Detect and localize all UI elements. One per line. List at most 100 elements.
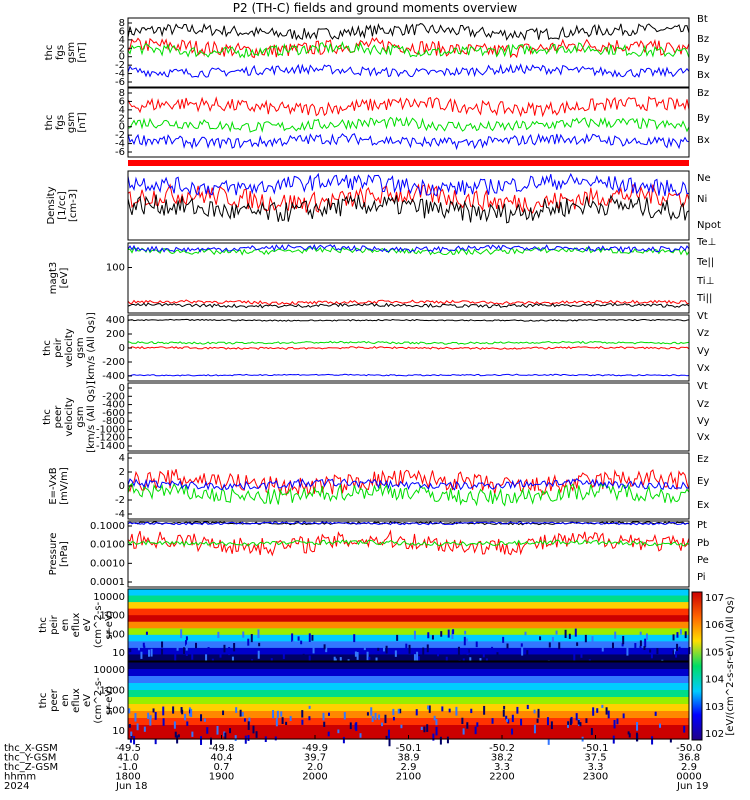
x-date-end: Jun 19: [676, 781, 709, 792]
series-line-Ez: [127, 469, 690, 497]
spectrogram-pixel: [426, 724, 429, 732]
y-tick-label: 0: [119, 122, 125, 133]
spectrogram-pixel: [435, 719, 438, 726]
y-axis-label: gsm: [75, 406, 86, 427]
spectrogram-pixel: [363, 645, 366, 651]
spectrogram-pixel: [302, 653, 305, 661]
spectrogram-pixel: [448, 708, 451, 713]
spectrogram-pixel: [592, 707, 595, 716]
spectrogram-pixel: [203, 718, 206, 722]
y-tick-label: 1000: [100, 685, 125, 696]
spectrogram-pixel: [574, 628, 577, 637]
spectrogram-pixel: [285, 721, 288, 725]
colorbar: [691, 591, 703, 741]
y-tick-label: 0: [119, 343, 125, 354]
colorbar-label: [eV/(cm^2-s-sr-eV)] (All Qs): [725, 596, 736, 735]
legend-label: By: [697, 113, 710, 124]
spectrogram-pixel: [129, 648, 132, 653]
spectrogram-pixel: [455, 706, 458, 716]
spectrogram-pixel: [184, 713, 187, 721]
spectrogram-pixel: [475, 641, 478, 648]
y-tick-label: 0: [119, 383, 125, 394]
legend-label: Bt: [697, 14, 708, 25]
series-line-Bx: [127, 133, 690, 151]
legend-label: By: [697, 53, 710, 64]
spectrogram-pixel: [257, 650, 260, 659]
x-tick-label: 39.7: [304, 753, 326, 764]
y-axis-label: magt3: [48, 262, 59, 295]
spectrogram-band: [128, 589, 689, 597]
panel-3: [127, 170, 690, 241]
spectrogram-pixel: [185, 644, 188, 651]
spectrogram-pixel: [242, 631, 245, 638]
spectrogram-pixel: [470, 708, 473, 714]
x-tick-label: 1900: [209, 772, 234, 783]
series-line-Ne: [127, 182, 690, 214]
spectrogram-pixel: [533, 724, 536, 734]
status-bar: [128, 160, 689, 166]
y-tick-label: 100: [106, 706, 125, 717]
legend-label: Ni: [697, 194, 707, 205]
spectrogram-pixel: [322, 712, 325, 721]
spectrogram-pixel: [171, 655, 174, 661]
spectrogram-pixel: [185, 651, 188, 656]
spectrogram-pixel: [466, 649, 469, 656]
spectrogram-pixel: [651, 736, 654, 745]
series-line-Vy: [127, 340, 690, 345]
spectrogram-band: [128, 725, 689, 733]
spectrogram-pixel: [371, 716, 374, 722]
spectrogram-pixel: [289, 716, 292, 721]
spectrogram-pixel: [243, 718, 246, 722]
series-line-Bz: [127, 96, 690, 118]
spectrogram-pixel: [244, 735, 247, 744]
y-tick-label: 8: [119, 18, 125, 29]
y-axis-label: gsm: [75, 337, 86, 358]
spectrogram-pixel: [461, 717, 464, 725]
spectrogram-pixel: [349, 722, 352, 730]
series-line-Npot: [127, 172, 690, 197]
spectrogram-pixel: [176, 644, 179, 651]
spectrogram-pixel: [649, 649, 652, 653]
colorbar-tick: 104: [705, 675, 724, 686]
y-tick-label: 6: [119, 96, 125, 107]
x-tick-label: 2.9: [401, 762, 417, 773]
spectrogram-pixel: [678, 646, 681, 652]
spectrogram-pixel: [387, 729, 390, 739]
spectrogram-pixel: [639, 640, 642, 646]
spectrogram-pixel: [533, 709, 536, 714]
x-tick-label: 36.8: [678, 753, 700, 764]
x-tick-label: 2000: [302, 772, 327, 783]
spectrogram-pixel: [460, 650, 463, 655]
spectrogram-pixel: [511, 714, 514, 723]
spectrogram-band: [128, 690, 689, 698]
spectrogram-pixel: [173, 721, 176, 729]
legend-label: Pt: [697, 520, 707, 531]
spectrogram-pixel: [408, 644, 411, 654]
spectrogram-pixel: [555, 630, 558, 635]
spectrogram-pixel: [624, 654, 627, 663]
y-axis-label: (cm^2-s-: [93, 601, 104, 648]
spectrogram-pixel: [308, 655, 311, 662]
spectrogram-pixel: [568, 633, 571, 639]
spectrogram-pixel: [627, 731, 630, 735]
y-axis-label: [km/s (All Qs)]: [86, 312, 97, 384]
spectrogram-pixel: [217, 631, 220, 639]
spectrogram-pixel: [636, 722, 639, 731]
spectrogram-pixel: [161, 649, 164, 657]
spectrogram-pixel: [174, 731, 177, 738]
y-axis-label: peir: [49, 614, 60, 634]
spectrogram-pixel: [482, 652, 485, 658]
y-tick-label: -400: [102, 371, 125, 382]
spectrogram-pixel: [426, 644, 429, 653]
y-tick-label: 200: [106, 329, 125, 340]
spectrogram-pixel: [275, 718, 278, 727]
panel-frame: [127, 170, 690, 241]
x-date-start: Jun 18: [115, 781, 148, 792]
spectrogram-pixel: [584, 634, 587, 643]
spectrogram-pixel: [622, 635, 625, 645]
spectrogram-pixel: [441, 706, 444, 712]
series-line-Pb: [127, 529, 690, 557]
spectrogram-pixel: [355, 722, 358, 732]
spectrogram-pixel: [605, 707, 608, 715]
y-axis-label: fgs: [55, 115, 66, 130]
